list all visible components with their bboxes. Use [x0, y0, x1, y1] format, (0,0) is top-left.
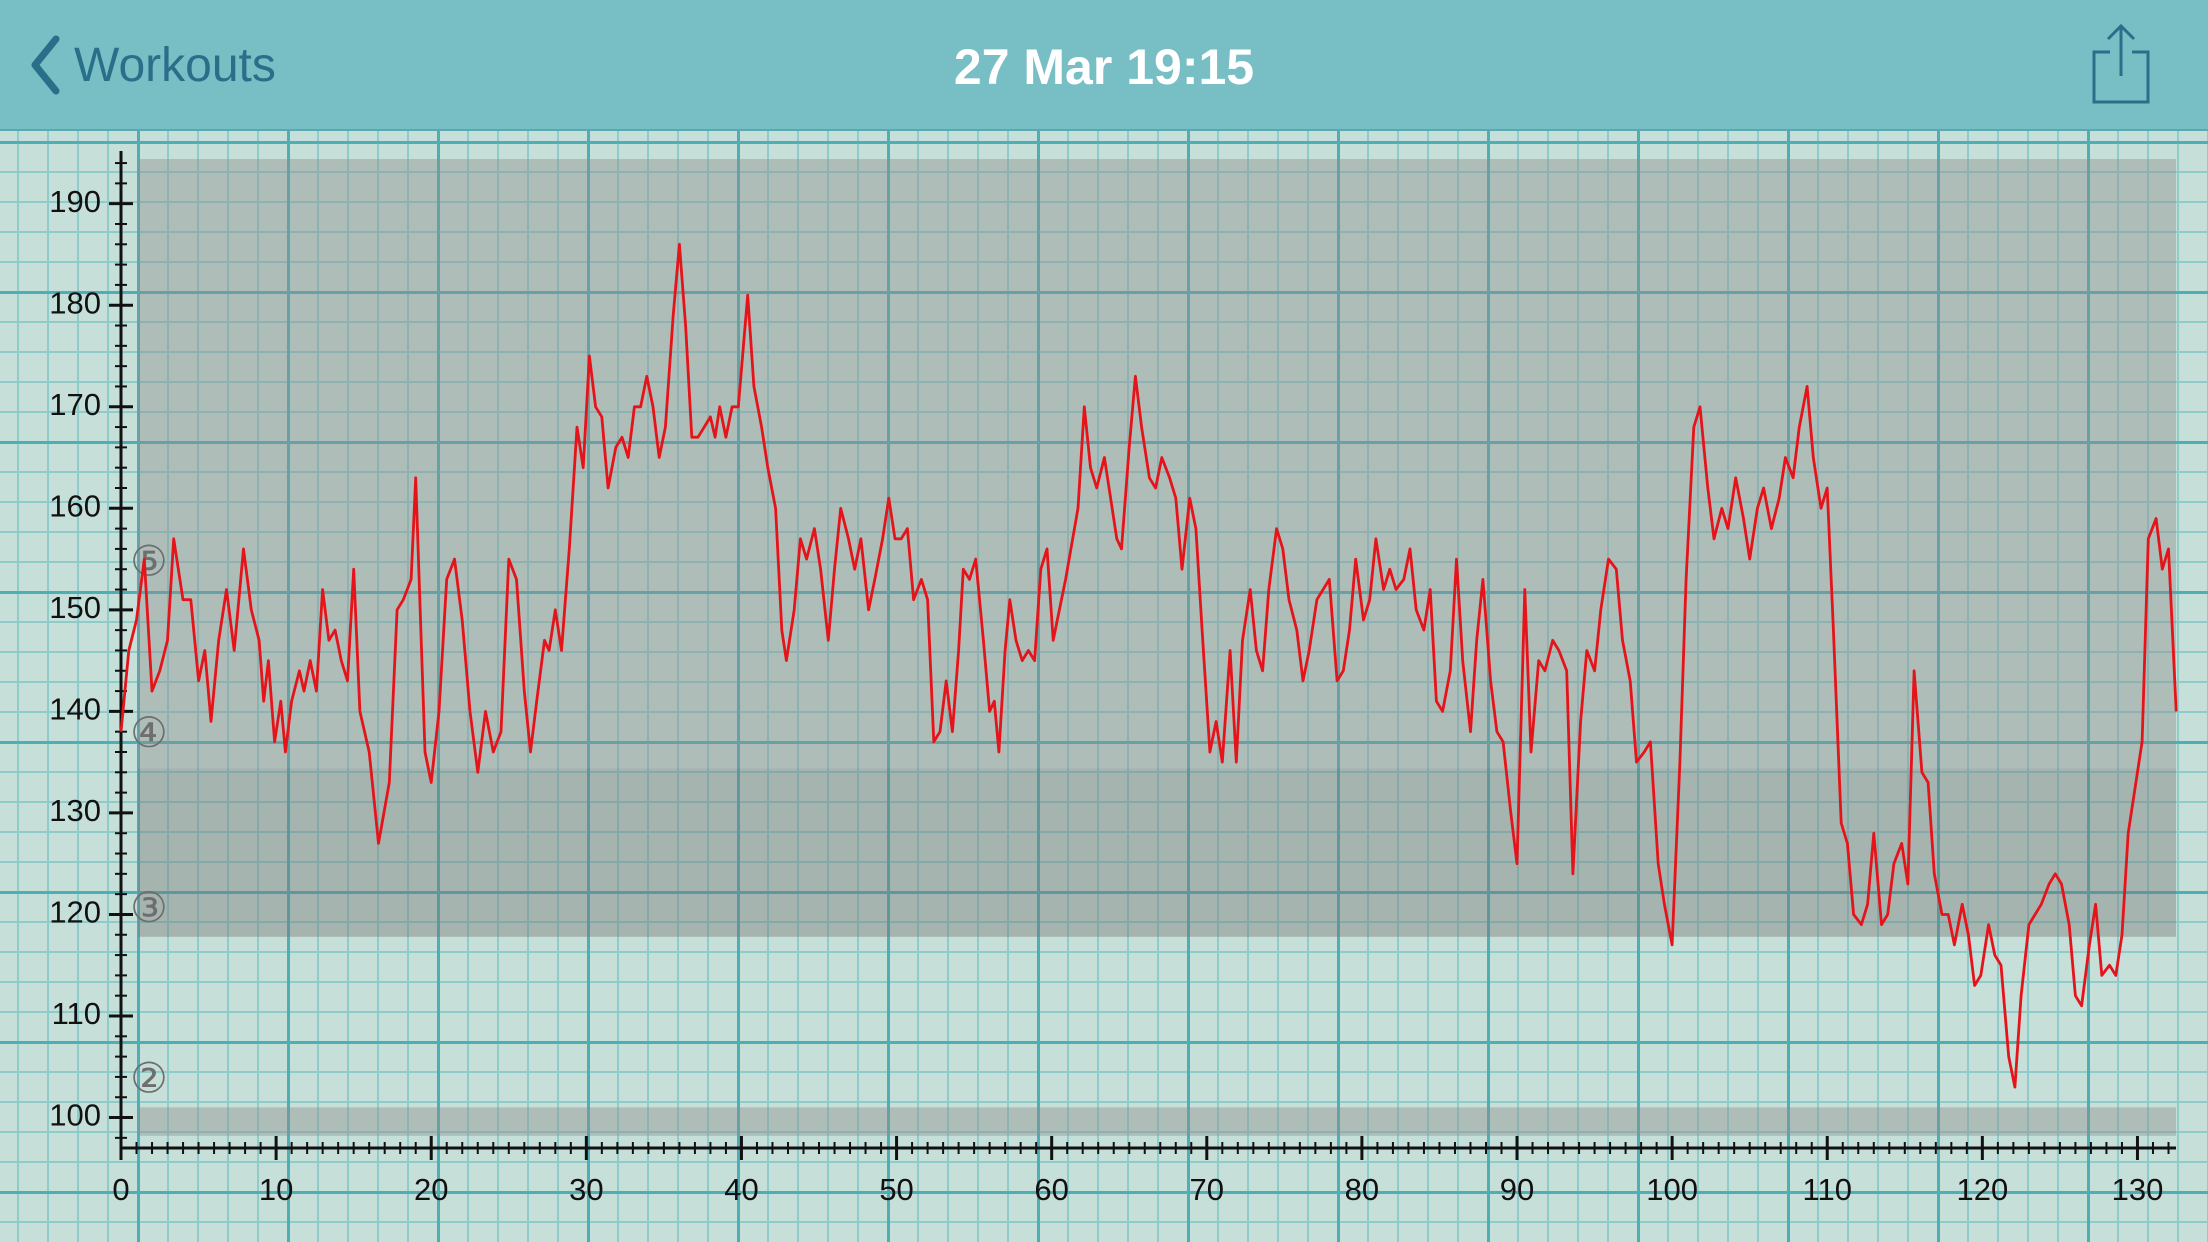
share-button[interactable]	[2088, 22, 2154, 106]
zone-label: ④	[130, 708, 168, 757]
y-tick-label: 110	[52, 996, 101, 1031]
chart: ② ③ ④ ⑤ 100 110 120 130 140 150 160 170 180 190 0 10 20 3…	[49, 151, 2178, 1207]
y-tick-label: 150	[49, 590, 101, 625]
x-tick-label: 90	[1500, 1172, 1534, 1207]
nav-bar: Workouts 27 Mar 19:15	[0, 0, 2208, 131]
zone-band	[138, 1107, 2176, 1136]
y-tick-label: 100	[49, 1098, 101, 1133]
y-tick-label: 190	[49, 184, 101, 219]
x-tick-label: 60	[1034, 1172, 1068, 1207]
zone-label: ②	[130, 1053, 168, 1102]
zone-band	[138, 159, 2176, 769]
x-tick-label: 130	[2112, 1172, 2164, 1207]
chart-area: ② ③ ④ ⑤ 100 110 120 130 140 150 160 170 180 190 0 10 20 3…	[0, 131, 2208, 1242]
y-tick-label: 160	[49, 488, 101, 523]
x-tick-label: 30	[569, 1172, 603, 1207]
x-tick-label: 80	[1345, 1172, 1379, 1207]
back-chevron	[31, 35, 60, 95]
y-tick-label: 140	[49, 692, 101, 727]
x-tick-label: 40	[724, 1172, 758, 1207]
x-tick-label: 70	[1190, 1172, 1224, 1207]
y-tick-label: 180	[49, 285, 101, 320]
x-tick-label: 10	[259, 1172, 293, 1207]
y-tick-label: 130	[49, 793, 101, 828]
x-tick-label: 100	[1646, 1172, 1698, 1207]
x-tick-label: 120	[1956, 1172, 2008, 1207]
zone-band	[138, 768, 2176, 937]
nav-title: 27 Mar 19:15	[953, 39, 1255, 95]
x-tick-label: 0	[112, 1172, 129, 1207]
x-tick-label: 20	[414, 1172, 448, 1207]
zone-label: ⑤	[130, 537, 168, 586]
zone-label: ③	[130, 883, 168, 932]
x-tick-label: 110	[1803, 1172, 1852, 1207]
y-tick-label: 170	[49, 387, 101, 422]
heart-rate-line	[119, 242, 2178, 1089]
back-label[interactable]: Workouts	[74, 38, 276, 92]
y-tick-label: 120	[49, 895, 101, 930]
x-tick-label: 50	[879, 1172, 913, 1207]
back-button[interactable]: Workouts	[30, 30, 276, 100]
